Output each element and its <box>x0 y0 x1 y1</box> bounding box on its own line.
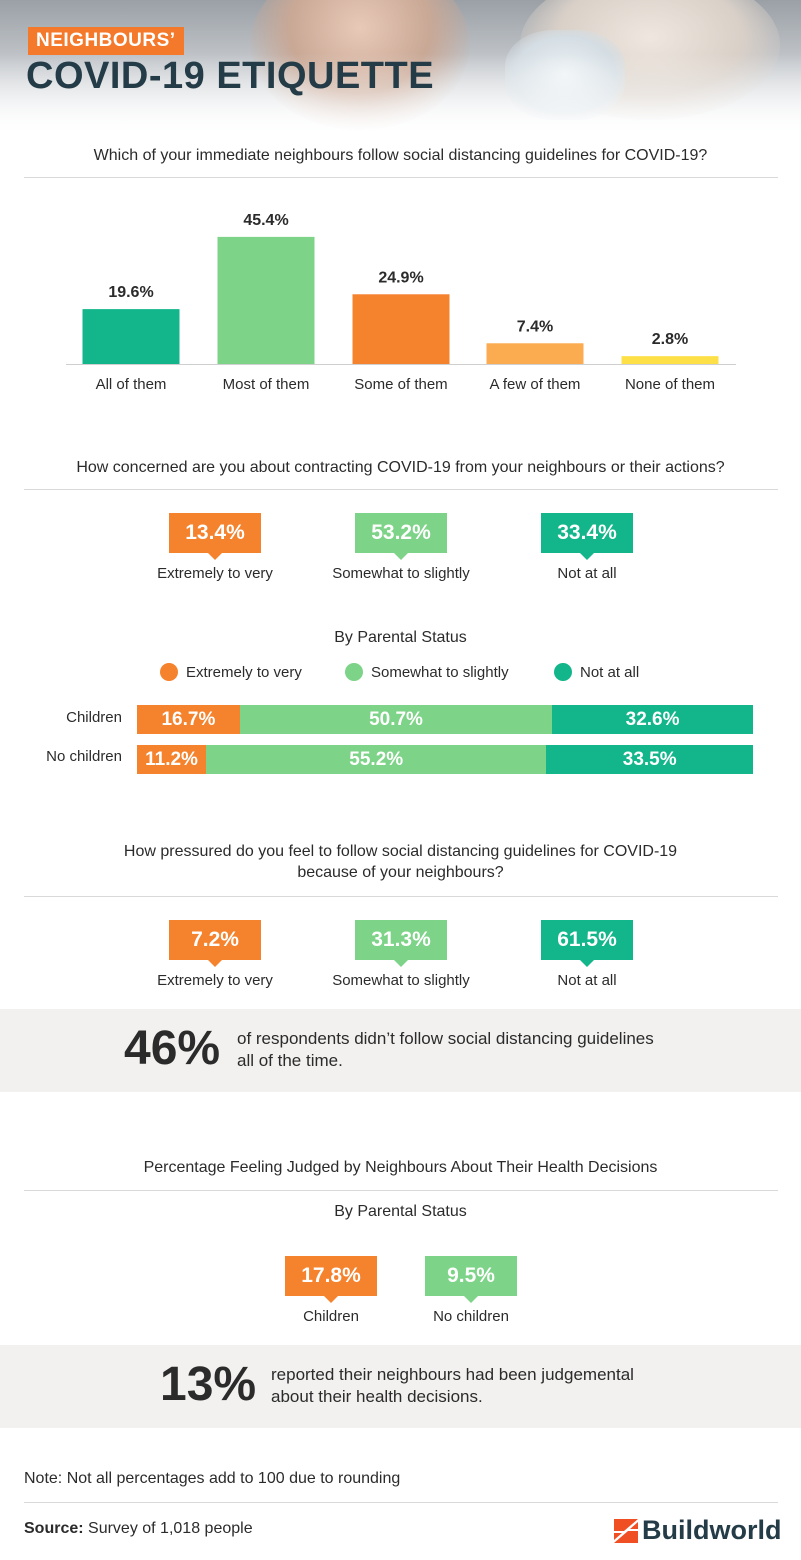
callout-big-number: 46% <box>124 1022 221 1075</box>
x-tick-label: All of them <box>96 376 167 393</box>
judged-stat-no-children: 9.5% No children <box>371 1256 571 1325</box>
buildworld-logo-icon <box>614 1518 638 1543</box>
concern-stat-somewhat: 53.2% Somewhat to slightly <box>301 513 501 582</box>
concern-question: How concerned are you about contracting … <box>76 459 725 476</box>
callout-text-line2: about their health decisions. <box>271 1387 483 1406</box>
stat-label: Children <box>303 1308 359 1325</box>
legend-dot-icon <box>160 663 178 681</box>
x-tick-label: Some of them <box>354 376 447 393</box>
bar-chart: 19.6% All of them 45.4% Most of them 24.9% So… <box>66 212 736 393</box>
stack-segment-not-at-all: 32.6% <box>552 705 753 734</box>
callout-text-line2: all of the time. <box>237 1051 343 1070</box>
divider <box>24 177 778 178</box>
stack-row-label: Children <box>66 709 122 726</box>
stack-segment-somewhat-to-slightly: 55.2% <box>206 745 547 774</box>
stack-segment-extremely-to-very: 11.2% <box>137 745 207 774</box>
x-tick-label: None of them <box>625 376 715 393</box>
parental-subtitle: By Parental Status <box>334 629 467 646</box>
stat-label: No children <box>433 1308 509 1325</box>
stack-row-label: No children <box>46 748 122 765</box>
hero-banner <box>0 0 801 135</box>
chart1-question: Which of your immediate neighbours follo… <box>93 147 708 164</box>
stat-label: Not at all <box>557 972 617 989</box>
stat-label: Somewhat to slightly <box>332 972 470 989</box>
judged-title: Percentage Feeling Judged by Neighbours … <box>143 1159 658 1176</box>
legend-label: Not at all <box>580 663 640 681</box>
concern-stat-extreme: 13.4% Extremely to very <box>115 513 315 582</box>
callout-text-line1: of respondents didn’t follow social dist… <box>237 1029 654 1048</box>
divider <box>24 489 778 490</box>
divider <box>24 1190 778 1191</box>
bar-most-of-them <box>217 236 315 364</box>
judged-subtitle: By Parental Status <box>334 1203 467 1220</box>
stat-label: Extremely to very <box>157 972 273 989</box>
stack-segment-somewhat-to-slightly: 50.7% <box>239 705 553 734</box>
footnote: Note: Not all percentages add to 100 due… <box>24 1470 401 1487</box>
pressure-question-line1: How pressured do you feel to follow soci… <box>123 843 678 860</box>
legend-item-none: Not at all <box>554 662 639 682</box>
header-tag: NEIGHBOURS’ <box>28 27 184 55</box>
stat-value: 9.5% <box>425 1256 517 1303</box>
judged-stat-children: 17.8% Children <box>231 1256 431 1325</box>
legend-item-somewhat: Somewhat to slightly <box>345 662 509 682</box>
brand-name: Buildworld <box>642 1515 782 1545</box>
divider <box>24 1502 778 1503</box>
stack-segment-not-at-all: 33.5% <box>546 745 753 774</box>
bar-value-label: 2.8% <box>652 331 688 348</box>
bar-none-of-them <box>621 356 719 364</box>
stack-segment-extremely-to-very: 16.7% <box>137 705 240 734</box>
stat-label: Not at all <box>557 565 617 582</box>
callout-big-number: 13% <box>160 1358 257 1411</box>
pressure-stat-none: 61.5% Not at all <box>487 920 687 989</box>
concern-stat-none: 33.4% Not at all <box>487 513 687 582</box>
stat-value: 33.4% <box>541 513 633 560</box>
stat-value: 61.5% <box>541 920 633 967</box>
bar-value-label: 7.4% <box>517 318 553 335</box>
legend-label: Somewhat to slightly <box>371 663 509 681</box>
stat-value: 17.8% <box>285 1256 377 1303</box>
stacked-bar-no-children: 11.2% 55.2% 33.5% <box>137 745 753 774</box>
pressure-stat-somewhat: 31.3% Somewhat to slightly <box>301 920 501 989</box>
callout-text-line1: reported their neighbours had been judge… <box>271 1365 634 1384</box>
stat-value: 7.2% <box>169 920 261 967</box>
source-label: Source: <box>24 1520 84 1537</box>
stat-value: 13.4% <box>169 513 261 560</box>
legend-dot-icon <box>345 663 363 681</box>
page-title: COVID-19 ETIQUETTE <box>26 55 435 97</box>
bar-value-label: 24.9% <box>378 269 423 286</box>
stacked-bar-children: 16.7% 50.7% 32.6% <box>137 705 753 734</box>
callout-13: 13% reported their neighbours had been j… <box>0 1345 801 1428</box>
stat-value: 31.3% <box>355 920 447 967</box>
brand-logo[interactable]: Buildworld <box>614 1515 781 1546</box>
x-tick-label: A few of them <box>490 376 581 393</box>
callout-46: 46% of respondents didn’t follow social … <box>0 1009 801 1092</box>
legend-dot-icon <box>554 663 572 681</box>
bar-value-label: 19.6% <box>108 284 153 301</box>
stat-label: Extremely to very <box>157 565 273 582</box>
bar-a-few-of-them <box>486 343 584 364</box>
legend-label: Extremely to very <box>186 663 302 681</box>
source-line: Source: Survey of 1,018 people <box>24 1520 253 1538</box>
bar-value-label: 45.4% <box>243 212 288 229</box>
legend-item-extreme: Extremely to very <box>160 662 302 682</box>
x-tick-label: Most of them <box>223 376 310 393</box>
pressure-stat-extreme: 7.2% Extremely to very <box>115 920 315 989</box>
source-text: Survey of 1,018 people <box>83 1520 253 1537</box>
stat-label: Somewhat to slightly <box>332 565 470 582</box>
pressure-question-line2: because of your neighbours? <box>297 864 504 881</box>
bar-all-of-them <box>82 309 180 364</box>
divider <box>24 896 778 897</box>
stat-value: 53.2% <box>355 513 447 560</box>
bar-some-of-them <box>352 294 450 364</box>
